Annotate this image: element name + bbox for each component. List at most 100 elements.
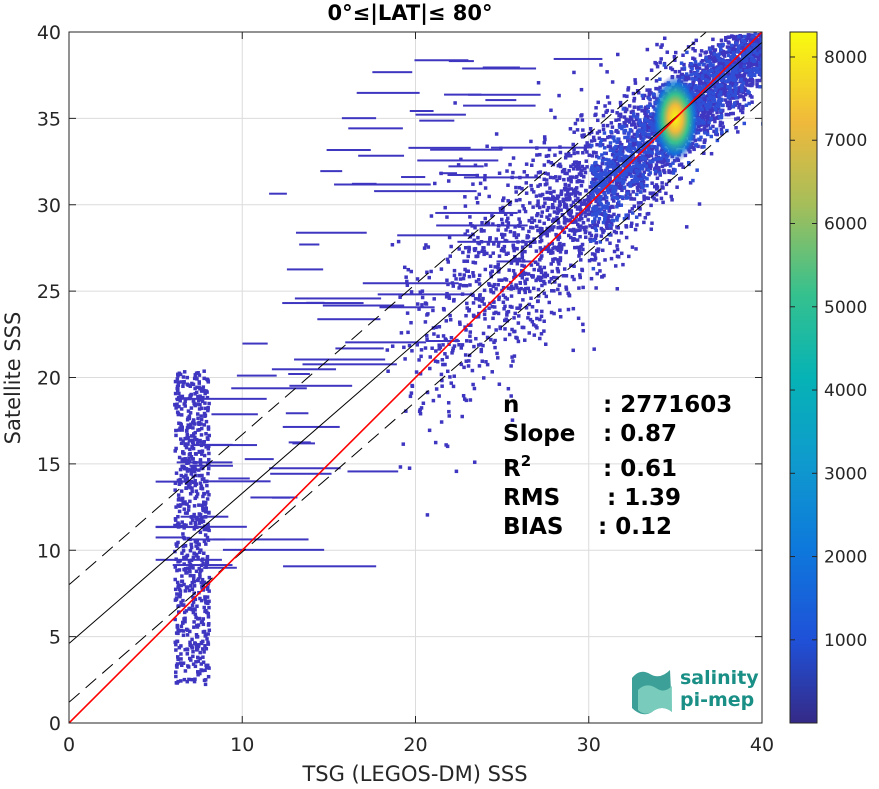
y-tick-label-5: 25	[37, 281, 61, 303]
density-cell	[565, 171, 569, 176]
density-cell-column	[207, 599, 211, 604]
density-streak	[282, 425, 340, 428]
density-cell-core	[712, 95, 716, 100]
density-cell	[582, 198, 587, 203]
density-cell	[607, 180, 611, 185]
density-cell	[569, 187, 573, 191]
density-cell-column	[185, 429, 189, 433]
density-cell	[715, 110, 719, 115]
density-cell-core	[749, 74, 753, 79]
density-cell-core	[742, 121, 747, 126]
density-cell	[635, 112, 640, 117]
density-cell	[552, 289, 556, 293]
density-cell-column	[205, 490, 210, 494]
density-cell-column	[190, 603, 195, 608]
density-cell	[572, 232, 577, 236]
density-cell	[677, 163, 682, 167]
density-cell-column	[176, 631, 180, 636]
density-cell-core	[725, 62, 729, 66]
density-cell	[427, 275, 431, 280]
density-cell	[578, 275, 582, 280]
density-cell	[586, 206, 591, 210]
density-cell	[481, 331, 486, 336]
density-cell-core	[631, 180, 636, 184]
density-cell	[562, 167, 567, 172]
density-cell-core	[707, 59, 712, 63]
density-cell	[546, 172, 550, 176]
density-cell	[709, 151, 714, 156]
density-cell	[483, 308, 487, 313]
density-cell-core	[759, 40, 762, 44]
density-cell	[557, 283, 562, 287]
density-cell	[418, 411, 423, 416]
density-cell	[473, 246, 478, 251]
density-cell	[536, 287, 541, 292]
density-cell	[425, 270, 429, 275]
density-cell	[647, 91, 652, 95]
density-cell-core	[626, 157, 631, 162]
density-cell	[505, 169, 509, 173]
density-cell	[628, 209, 632, 214]
density-cell	[536, 81, 541, 85]
density-cell	[572, 264, 576, 269]
density-cell-column	[201, 639, 205, 644]
density-cell	[521, 204, 525, 208]
density-cell	[545, 190, 549, 195]
density-cell-core	[611, 172, 616, 176]
density-cell	[580, 179, 585, 184]
density-cell	[719, 110, 723, 114]
density-cell-column	[179, 652, 183, 656]
density-cell	[570, 274, 575, 279]
density-cell-column	[194, 494, 199, 499]
density-cell	[445, 278, 449, 283]
density-cell-core	[720, 103, 725, 108]
density-cell	[628, 115, 633, 119]
density-cell-column	[190, 457, 195, 461]
density-cell-column	[182, 677, 187, 682]
density-cell	[471, 301, 476, 305]
density-cell	[580, 242, 585, 247]
density-streak	[155, 525, 247, 528]
density-cell	[587, 258, 592, 263]
density-cell	[503, 327, 507, 331]
density-cell-core	[608, 141, 613, 145]
density-cell	[703, 51, 708, 55]
density-cell	[586, 218, 590, 222]
density-cell-core	[618, 167, 622, 172]
density-cell-column	[182, 610, 187, 615]
density-cell	[511, 170, 515, 175]
density-cell	[538, 239, 542, 244]
density-cell	[575, 167, 580, 171]
density-cell	[642, 163, 647, 168]
density-cell	[514, 198, 519, 203]
density-cell	[500, 235, 505, 239]
density-cell	[498, 209, 503, 213]
density-cell	[638, 174, 642, 178]
density-cell-core	[605, 188, 610, 193]
density-cell	[537, 268, 541, 272]
density-cell	[557, 225, 561, 230]
density-cell	[535, 326, 539, 330]
density-streak	[203, 566, 237, 569]
density-cell-core	[704, 56, 708, 60]
density-cell	[541, 273, 546, 278]
density-cell-core	[620, 124, 624, 129]
density-cell-column	[191, 649, 195, 654]
density-cell-core	[744, 55, 748, 60]
density-cell-column	[191, 514, 195, 519]
density-cell-column	[201, 519, 206, 524]
density-cell-column	[206, 425, 211, 429]
density-cell-column	[202, 605, 206, 610]
density-cell-column	[200, 399, 205, 404]
density-cell-column	[174, 542, 178, 546]
density-cell	[625, 94, 629, 99]
density-cell	[673, 58, 677, 62]
density-cell	[562, 205, 567, 209]
density-cell-column	[195, 546, 200, 551]
density-cell	[505, 310, 509, 315]
density-cell	[443, 362, 447, 367]
density-cell	[542, 135, 547, 139]
density-cell	[545, 247, 549, 251]
density-cell-core	[629, 146, 633, 151]
density-cell-column	[175, 544, 179, 548]
